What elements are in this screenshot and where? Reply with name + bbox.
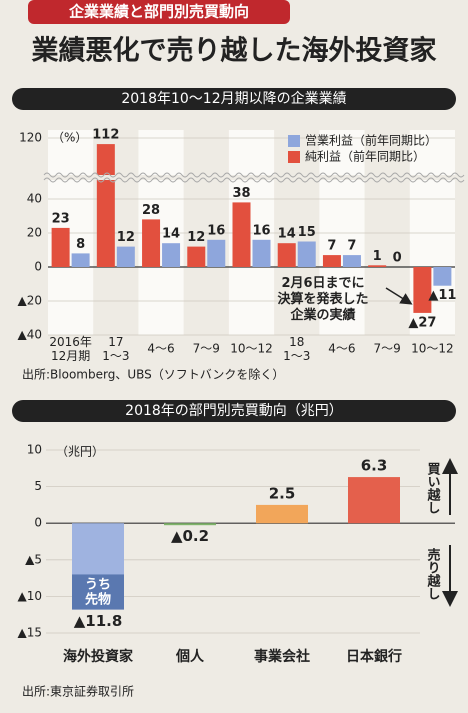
y-unit: （兆円）: [56, 445, 104, 459]
bar: [368, 265, 387, 267]
value-label: 8: [76, 237, 85, 252]
bar: [256, 504, 308, 524]
x-tick-label: 18 1～3: [283, 335, 310, 363]
source: 出所:東京証券取引所: [22, 684, 134, 699]
tag-box: [28, 0, 290, 24]
chart-title: 2018年10～12月期以降の企業業績: [121, 90, 346, 107]
y-tick-label: ▲5: [25, 552, 42, 566]
value-label: 2.5: [269, 484, 296, 502]
legend-label: 純利益（前年同期比）: [305, 149, 425, 164]
axis-break-line: [43, 177, 465, 183]
y-tick-label: ▲10: [18, 589, 43, 603]
y-tick-label: 5: [34, 479, 42, 493]
bar: [71, 253, 90, 267]
y-tick-label: 20: [27, 226, 42, 240]
bar: [342, 255, 361, 267]
x-tick-label: 個人: [175, 648, 205, 665]
value-label: ▲11.8: [74, 612, 123, 630]
value-label: 14: [278, 227, 296, 242]
value-label: ▲27: [408, 315, 436, 330]
value-label: 23: [52, 211, 70, 226]
value-label: 12: [187, 230, 205, 245]
bar: [297, 241, 316, 267]
value-label: 1: [373, 249, 382, 264]
y-tick-label: 0: [34, 260, 42, 274]
value-label: 112: [92, 128, 119, 143]
inset-label: うち先物: [85, 577, 111, 607]
x-tick-label: 2016年 12月期: [49, 335, 92, 363]
y-unit: （%）: [52, 131, 87, 145]
bar: [51, 227, 70, 267]
x-tick-label: 7～9: [193, 342, 220, 356]
section-header: [12, 400, 456, 422]
annotation-down: 売り越し: [425, 547, 442, 600]
x-tick-label: 10～12: [411, 342, 454, 356]
value-label: 28: [142, 203, 160, 218]
value-label: 12: [117, 230, 135, 245]
chart-2: ▲15 ▲10 ▲5 0 5 10 （兆円） ▲11.8 海外投資家 ▲0.2 個人 2.5 事業会社 6…: [18, 443, 455, 665]
y-tick-label: 10: [27, 443, 42, 457]
legend-swatch: [288, 135, 300, 147]
bar: [116, 246, 135, 267]
y-tick-label: 40: [27, 192, 42, 206]
value-label: ▲0.2: [171, 527, 209, 545]
value-label: 6.3: [361, 457, 388, 475]
x-tick-label: 事業会社: [254, 648, 310, 665]
tag: 企業業績と部門別売買動向: [68, 3, 249, 21]
inset-bar: [72, 574, 124, 610]
x-tick-label: 17 1～3: [102, 335, 129, 363]
bar: [164, 523, 216, 526]
value-label: 38: [232, 186, 250, 201]
bar: [207, 239, 226, 267]
bar: [187, 246, 206, 267]
y-tick-label: ▲20: [18, 294, 43, 308]
y-tick-label: ▲40: [18, 328, 43, 342]
value-label: 14: [162, 227, 180, 242]
y-tick-label: 120: [19, 131, 42, 145]
value-label: ▲11: [428, 288, 456, 303]
bar: [142, 219, 161, 267]
x-tick-label: 7～9: [374, 342, 401, 356]
bar: [162, 243, 181, 267]
value-label: 15: [298, 225, 316, 240]
value-label: 16: [207, 223, 225, 238]
value-label: 16: [252, 223, 270, 238]
bar: [96, 144, 115, 267]
x-tick-label: 4～6: [328, 342, 355, 356]
bar: [413, 267, 432, 313]
bar: [252, 239, 271, 267]
bar: [433, 267, 452, 286]
value-label: 7: [327, 239, 336, 254]
x-tick-label: 10～12: [230, 342, 273, 356]
y-tick-label: 0: [34, 516, 42, 530]
source: 出所:Bloomberg、UBS（ソフトバンクを除く）: [22, 367, 284, 382]
bar: [322, 255, 341, 267]
bar: [232, 202, 251, 267]
legend-swatch: [288, 151, 300, 163]
section-header: [12, 88, 456, 110]
x-tick-label: 海外投資家: [63, 648, 134, 665]
x-tick-label: 4～6: [147, 342, 174, 356]
bar: [348, 477, 400, 524]
main-title: 業績悪化で売り越した海外投資家: [32, 35, 437, 67]
value-label: 0: [393, 251, 402, 266]
annotation: 2月6日までに決算を発表した企業の実績: [277, 276, 368, 323]
value-label: 7: [347, 239, 356, 254]
annotation-arrow: [385, 287, 413, 305]
annotation-up: 買い越し: [425, 462, 442, 514]
x-tick-label: 日本銀行: [346, 648, 402, 665]
bar: [277, 243, 296, 267]
axis-break-line: [43, 172, 465, 178]
axis-break: [44, 175, 459, 180]
legend-label: 営業利益（前年同期比）: [305, 133, 437, 148]
chart-title: 2018年の部門別売買動向（兆円）: [125, 403, 343, 419]
y-tick-label: ▲15: [18, 626, 43, 640]
